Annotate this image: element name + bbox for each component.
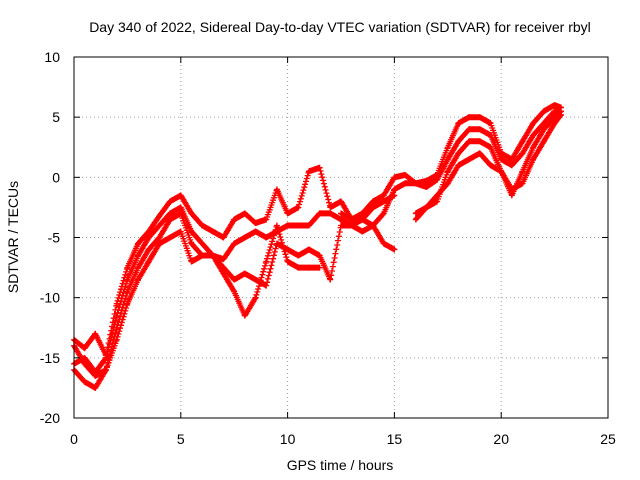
x-axis-label: GPS time / hours bbox=[287, 457, 394, 473]
chart-title: Day 340 of 2022, Sidereal Day-to-day VTE… bbox=[89, 19, 591, 35]
y-tick-label: -5 bbox=[48, 230, 61, 246]
series-track-1 bbox=[71, 102, 565, 359]
y-tick-label: 10 bbox=[44, 49, 60, 65]
series-trace bbox=[71, 112, 564, 391]
x-tick-label: 10 bbox=[280, 431, 296, 447]
series-trace bbox=[71, 102, 564, 358]
data-marks bbox=[71, 102, 565, 391]
x-tick-label: 5 bbox=[177, 431, 185, 447]
y-tick-label: 0 bbox=[52, 169, 60, 185]
x-tick-label: 0 bbox=[70, 431, 78, 447]
y-tick-label: -20 bbox=[40, 410, 60, 426]
x-tick-label: 20 bbox=[493, 431, 509, 447]
series-track-2 bbox=[71, 108, 565, 376]
axis-ticks: 0 5 10 15 20 25 -20 -15 -10 -5 0 5 10 bbox=[40, 49, 616, 447]
x-tick-label: 25 bbox=[600, 431, 616, 447]
grid bbox=[74, 57, 608, 418]
y-tick-label: -10 bbox=[40, 290, 60, 306]
x-tick-label: 15 bbox=[387, 431, 403, 447]
series-track-4 bbox=[71, 111, 565, 391]
series-trace bbox=[71, 108, 564, 375]
y-tick-label: -15 bbox=[40, 350, 60, 366]
y-tick-label: 5 bbox=[52, 109, 60, 125]
y-axis-label: SDTVAR / TECUs bbox=[5, 181, 21, 293]
